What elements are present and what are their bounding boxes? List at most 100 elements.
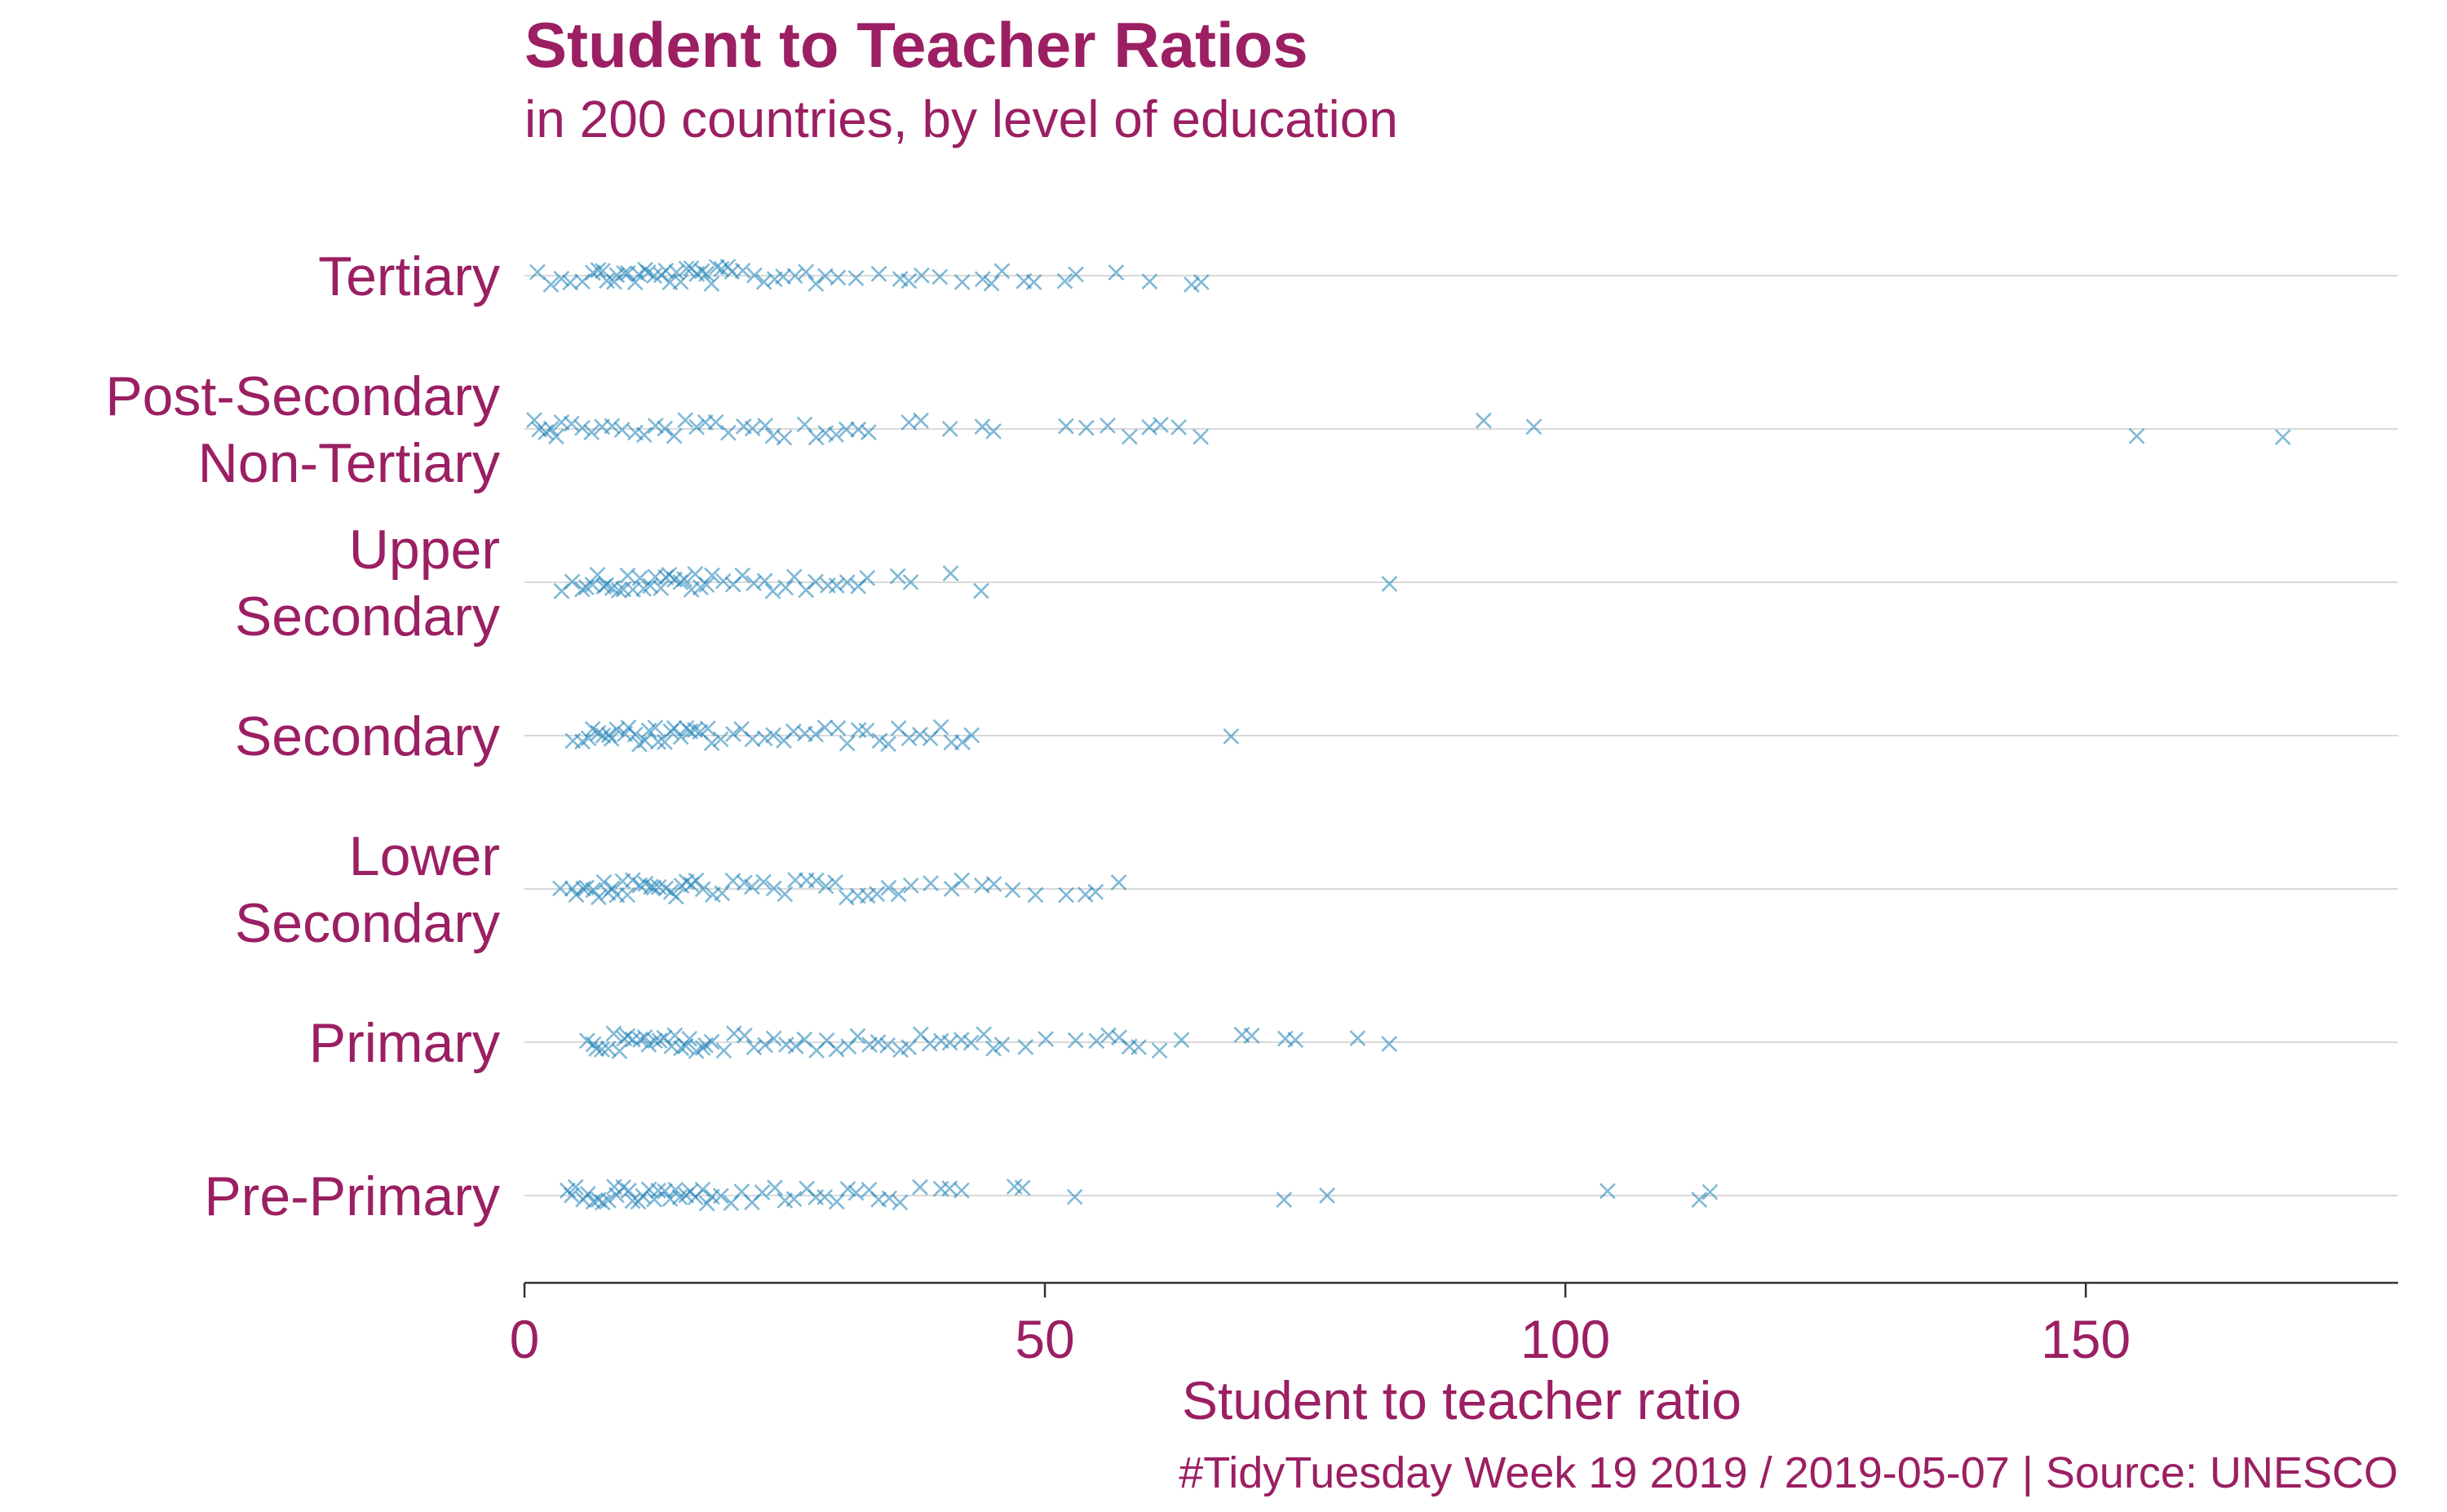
point-lower-secondary-52 xyxy=(1004,882,1021,899)
point-pre-primary-22 xyxy=(671,1189,688,1205)
point-pre-primary-36 xyxy=(785,1191,803,1208)
point-secondary-26 xyxy=(703,735,720,752)
point-lower-secondary-16 xyxy=(643,878,659,895)
point-lower-secondary-30 xyxy=(736,874,753,891)
point-lower-secondary-56 xyxy=(1087,883,1104,900)
point-pre-primary-50 xyxy=(953,1182,970,1199)
point-primary-49 xyxy=(962,1034,980,1051)
point-post-secondary-non-tertiary-42 xyxy=(1121,428,1138,445)
point-tertiary-26 xyxy=(693,263,710,280)
point-tertiary-56 xyxy=(1068,266,1084,283)
point-pre-primary-2 xyxy=(567,1178,584,1196)
point-pre-primary-29 xyxy=(712,1187,729,1205)
category-labels: Pre-Primary Primary Lower Secondary Secondar… xyxy=(105,245,500,1227)
point-post-secondary-non-tertiary-30 xyxy=(828,427,844,443)
point-pre-primary-56 xyxy=(1599,1183,1616,1200)
point-primary-40 xyxy=(870,1033,887,1050)
point-tertiary-48 xyxy=(931,268,949,285)
point-upper-secondary-11 xyxy=(619,567,636,584)
point-post-secondary-non-tertiary-4 xyxy=(547,428,564,445)
point-secondary-31 xyxy=(756,730,773,747)
point-upper-secondary-47 xyxy=(1381,575,1398,592)
point-pre-primary-33 xyxy=(754,1184,771,1200)
point-tertiary-60 xyxy=(1193,273,1210,290)
point-post-secondary-non-tertiary-45 xyxy=(1170,418,1188,435)
point-primary-38 xyxy=(849,1028,866,1045)
point-post-secondary-non-tertiary-8 xyxy=(583,424,600,440)
category-label-secondary: Secondary xyxy=(235,705,500,767)
point-secondary-36 xyxy=(808,726,824,743)
point-secondary-7 xyxy=(603,730,620,747)
point-pre-primary-34 xyxy=(767,1179,783,1196)
point-lower-secondary-48 xyxy=(943,880,960,897)
point-tertiary-58 xyxy=(1141,273,1158,290)
point-secondary-38 xyxy=(830,719,847,736)
chart-title: Student to Teacher Ratios xyxy=(524,9,1308,81)
point-upper-secondary-31 xyxy=(746,575,763,592)
point-lower-secondary-51 xyxy=(985,876,1002,892)
point-post-secondary-non-tertiary-23 xyxy=(744,420,761,437)
point-tertiary-42 xyxy=(830,269,847,286)
point-post-secondary-non-tertiary-31 xyxy=(838,421,855,438)
point-lower-secondary-53 xyxy=(1027,886,1044,904)
point-tertiary-35 xyxy=(755,273,772,290)
point-pre-primary-8 xyxy=(600,1191,617,1209)
point-primary-51 xyxy=(985,1040,1002,1057)
point-secondary-46 xyxy=(911,727,928,743)
point-primary-5 xyxy=(605,1025,622,1042)
point-tertiary-2 xyxy=(553,270,570,287)
point-primary-68 xyxy=(1381,1036,1398,1052)
point-tertiary-17 xyxy=(646,267,662,285)
point-primary-52 xyxy=(993,1037,1011,1054)
point-post-secondary-non-tertiary-20 xyxy=(707,413,724,431)
point-pre-primary-40 xyxy=(828,1193,845,1210)
point-primary-20 xyxy=(681,1030,698,1047)
point-pre-primary-12 xyxy=(620,1183,637,1199)
category-label-primary: Primary xyxy=(309,1012,500,1074)
point-tertiary-44 xyxy=(870,265,887,282)
point-lower-secondary-34 xyxy=(777,886,794,903)
point-primary-45 xyxy=(921,1035,938,1052)
category-label-pre-primary: Pre-Primary xyxy=(204,1165,500,1227)
point-primary-10 xyxy=(632,1031,648,1048)
point-tertiary-13 xyxy=(626,274,644,291)
point-lower-secondary-26 xyxy=(694,881,711,898)
point-tertiary-22 xyxy=(672,273,689,290)
caption: #TidyTuesday Week 19 2019 / 2019-05-07 |… xyxy=(1179,1448,2398,1497)
x-tick-label-0: 0 xyxy=(510,1309,540,1369)
point-secondary-45 xyxy=(900,730,918,747)
point-pre-primary-4 xyxy=(579,1186,596,1202)
point-primary-64 xyxy=(1243,1028,1260,1044)
point-lower-secondary-47 xyxy=(923,875,940,891)
point-primary-2 xyxy=(588,1041,605,1057)
point-post-secondary-non-tertiary-10 xyxy=(604,418,621,435)
point-secondary-5 xyxy=(595,727,612,744)
point-lower-secondary-39 xyxy=(827,874,844,891)
point-post-secondary-non-tertiary-49 xyxy=(2128,427,2145,444)
point-post-secondary-non-tertiary-21 xyxy=(720,424,737,441)
point-tertiary-40 xyxy=(808,276,825,292)
point-tertiary-4 xyxy=(574,273,591,290)
point-lower-secondary-31 xyxy=(743,878,760,895)
point-tertiary-33 xyxy=(734,262,751,279)
point-upper-secondary-43 xyxy=(889,568,906,585)
point-tertiary-5 xyxy=(584,264,601,281)
chart-subtitle: in 200 countries, by level of education xyxy=(524,90,1398,148)
point-pre-primary-13 xyxy=(624,1192,641,1209)
point-tertiary-43 xyxy=(847,270,865,286)
point-primary-54 xyxy=(1038,1031,1055,1047)
point-post-secondary-non-tertiary-48 xyxy=(1525,418,1542,435)
point-primary-3 xyxy=(593,1041,610,1058)
point-tertiary-11 xyxy=(616,265,633,281)
category-label-upper-secondary: Upper Secondary xyxy=(235,519,500,648)
x-tick-label-100: 100 xyxy=(1520,1309,1610,1369)
point-primary-50 xyxy=(976,1026,993,1043)
point-upper-secondary-39 xyxy=(828,577,845,595)
point-pre-primary-55 xyxy=(1319,1187,1335,1204)
point-pre-primary-46 xyxy=(892,1194,909,1211)
point-post-secondary-non-tertiary-6 xyxy=(563,415,580,432)
point-secondary-30 xyxy=(744,731,761,748)
data-points xyxy=(526,259,2291,1212)
point-primary-53 xyxy=(1017,1038,1034,1055)
